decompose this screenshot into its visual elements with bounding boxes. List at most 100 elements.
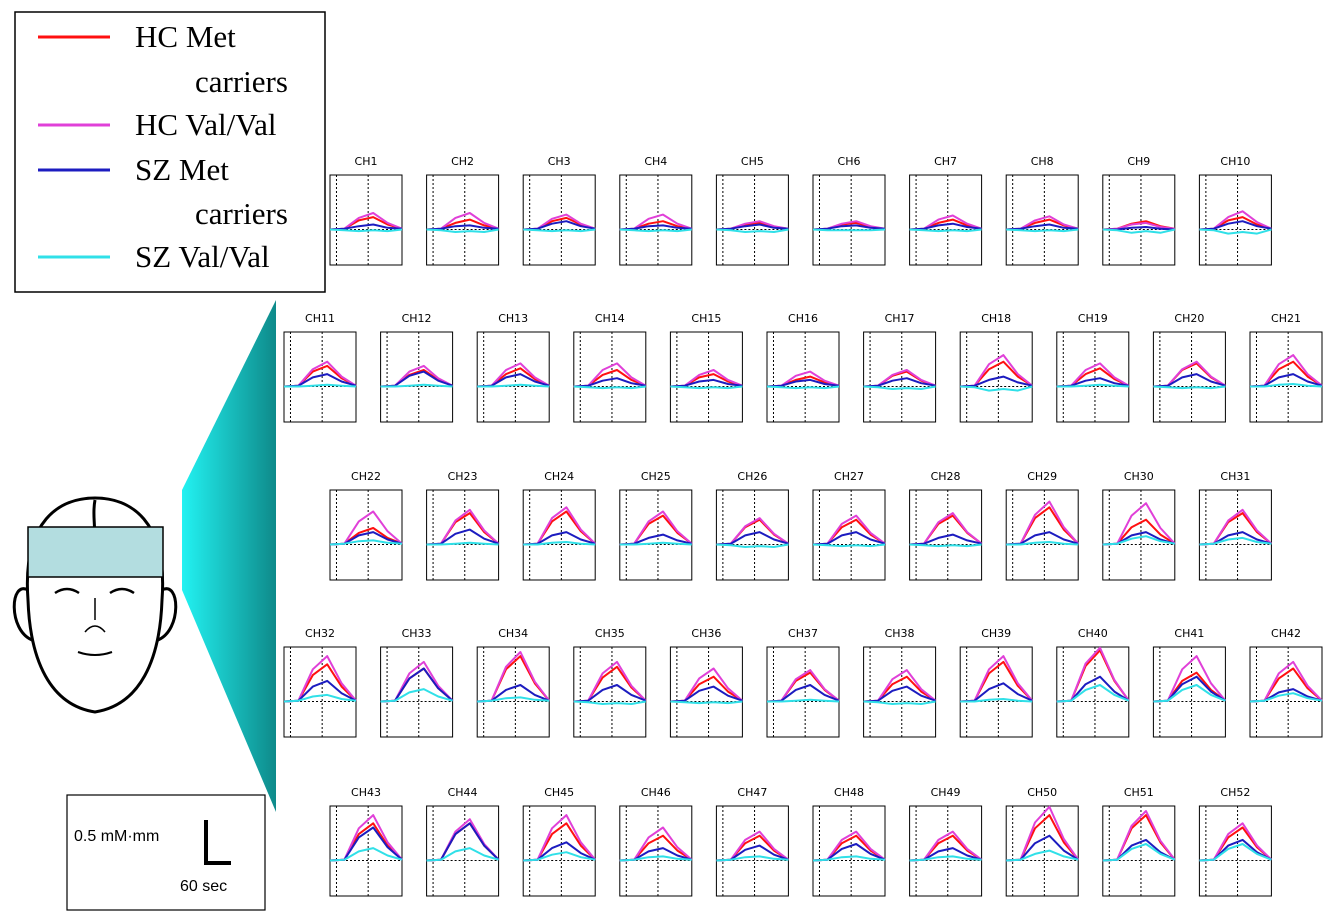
panel-frame [523, 806, 595, 896]
trace [1153, 387, 1225, 389]
trace [620, 230, 692, 232]
trace [910, 230, 982, 232]
panel-title: CH34 [498, 627, 528, 640]
panel: CH18 [960, 312, 1032, 422]
panel-title: CH10 [1220, 155, 1250, 168]
panel-frame [330, 175, 402, 265]
panel-frame [381, 332, 453, 422]
legend-label: HC Met [135, 19, 236, 54]
panel-title: CH13 [498, 312, 528, 325]
panel: CH4 [620, 155, 692, 265]
panel-frame [1006, 806, 1078, 896]
legend-label: HC Val/Val [135, 107, 277, 142]
trace [813, 545, 885, 547]
panel-frame [427, 806, 499, 896]
panel: CH37 [767, 627, 839, 737]
panel: CH21 [1250, 312, 1322, 422]
panel-title: CH41 [1174, 627, 1204, 640]
panel-title: CH51 [1124, 786, 1154, 799]
panel-title: CH33 [402, 627, 432, 640]
panel-title: CH46 [641, 786, 671, 799]
panel: CH50 [1006, 786, 1078, 896]
panel-title: CH4 [644, 155, 667, 168]
panel-frame [1006, 175, 1078, 265]
panel: CH6 [813, 155, 885, 265]
legend-label: SZ Val/Val [135, 239, 270, 274]
panel: CH16 [767, 312, 839, 422]
panel: CH2 [427, 155, 499, 265]
panel-title: CH5 [741, 155, 764, 168]
panel: CH11 [284, 312, 356, 422]
panel: CH27 [813, 470, 885, 580]
panel: CH46 [620, 786, 692, 896]
panel-frame [1103, 490, 1175, 580]
panel-title: CH8 [1031, 155, 1054, 168]
panel-title: CH40 [1078, 627, 1108, 640]
panel: CH33 [381, 627, 453, 737]
legend-label: carriers [195, 196, 288, 231]
panel-frame [670, 332, 742, 422]
panel: CH36 [670, 627, 742, 737]
probe-projection [182, 300, 276, 812]
panel: CH15 [670, 312, 742, 422]
panel-title: CH50 [1027, 786, 1057, 799]
panel-title: CH18 [981, 312, 1011, 325]
panel-title: CH30 [1124, 470, 1154, 483]
panel-frame [477, 332, 549, 422]
panel-title: CH20 [1174, 312, 1204, 325]
panel: CH39 [960, 627, 1032, 737]
panel: CH51 [1103, 786, 1175, 896]
scale-x-label: 60 sec [180, 878, 227, 895]
legend-label: carriers [195, 64, 288, 99]
panel-frame [910, 175, 982, 265]
panel-frame [716, 175, 788, 265]
panel-frame [716, 490, 788, 580]
panel: CH41 [1153, 627, 1225, 737]
panel-title: CH31 [1220, 470, 1250, 483]
panel-title: CH38 [885, 627, 915, 640]
scale-y-label: 0.5 mM·mm [74, 828, 159, 845]
panel: CH3 [523, 155, 595, 265]
panel: CH1 [330, 155, 402, 265]
panel-title: CH11 [305, 312, 335, 325]
trace [1006, 230, 1078, 232]
panel-title: CH39 [981, 627, 1011, 640]
panel-title: CH1 [355, 155, 378, 168]
panel: CH28 [910, 470, 982, 580]
panel-frame [284, 332, 356, 422]
panel: CH12 [381, 312, 453, 422]
panel-title: CH22 [351, 470, 381, 483]
panel-title: CH45 [544, 786, 574, 799]
legend-label: SZ Met [135, 152, 229, 187]
panel-frame [813, 175, 885, 265]
trace [670, 702, 742, 704]
panel-title: CH9 [1127, 155, 1150, 168]
panel-title: CH52 [1220, 786, 1250, 799]
panel-title: CH6 [838, 155, 861, 168]
probe-band [28, 527, 163, 577]
panel-frame [574, 332, 646, 422]
figure: HC Met carriers HC Val/Val SZ Met carriers SZ… [0, 0, 1324, 912]
trace [670, 387, 742, 389]
panel-title: CH49 [931, 786, 961, 799]
panel-title: CH27 [834, 470, 864, 483]
trace [910, 545, 982, 547]
panel-title: CH3 [548, 155, 571, 168]
panel: CH35 [574, 627, 646, 737]
panel-title: CH7 [934, 155, 957, 168]
panel: CH13 [477, 312, 549, 422]
scale-bar-box [67, 795, 265, 910]
trace [523, 230, 595, 232]
panel-title: CH43 [351, 786, 381, 799]
panel-title: CH32 [305, 627, 335, 640]
panel-frame [1103, 175, 1175, 265]
panel: CH49 [910, 786, 982, 896]
panel-title: CH25 [641, 470, 671, 483]
panel-title: CH29 [1027, 470, 1057, 483]
panel: CH34 [477, 627, 549, 737]
panel-title: CH2 [451, 155, 474, 168]
panel-frame [620, 175, 692, 265]
panel: CH42 [1250, 627, 1322, 737]
panel: CH30 [1103, 470, 1175, 580]
panel-title: CH19 [1078, 312, 1108, 325]
